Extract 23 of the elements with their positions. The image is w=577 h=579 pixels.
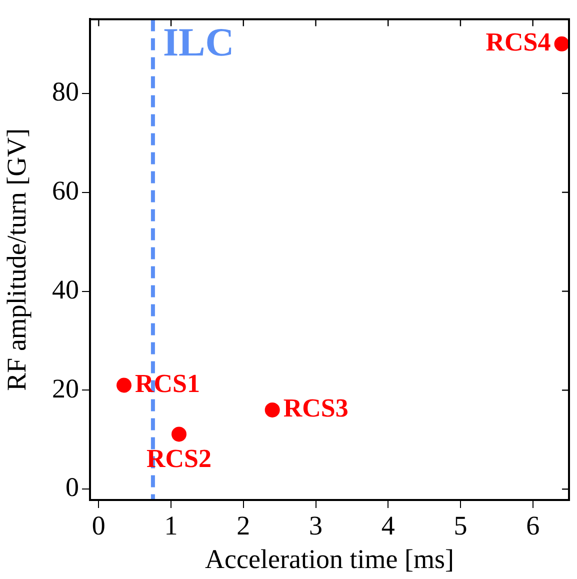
point [116, 378, 132, 393]
y-tick-label: 20 [52, 373, 79, 404]
point [554, 36, 569, 52]
y-axis-title: RF amplitude/turn [GV] [1, 128, 32, 391]
x-tick-label: 6 [526, 510, 540, 540]
x-tick-label: 5 [454, 510, 468, 540]
x-tick-label: 0 [92, 510, 106, 540]
x-axis-title: Acceleration time [ms] [205, 544, 454, 574]
y-tick-label: 40 [52, 274, 79, 304]
ref-line-label: ILC [162, 20, 234, 65]
point [172, 426, 186, 442]
series-label: RCS2 [146, 444, 212, 473]
y-tick-label: 0 [66, 472, 79, 502]
series-label: RCS3 [283, 394, 348, 423]
y-tick-label: 80 [52, 76, 79, 106]
x-tick-label: 1 [164, 510, 178, 540]
x-tick-label: 4 [381, 510, 396, 540]
x-tick-label: 3 [309, 510, 322, 540]
y-tick-label: 60 [52, 175, 79, 206]
series-label: RCS4 [486, 28, 551, 57]
series-label: RCS1 [135, 368, 200, 398]
x-tick-label: 2 [236, 510, 250, 540]
point [264, 402, 280, 418]
